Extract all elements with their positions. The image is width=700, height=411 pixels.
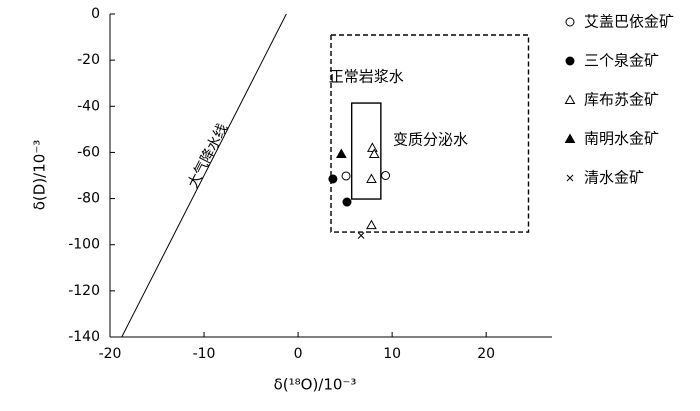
legend-label: 三个泉金矿 <box>584 52 659 70</box>
region-label: 正常岩浆水 <box>329 68 404 86</box>
data-point <box>366 173 377 183</box>
meteoric-line <box>121 13 287 338</box>
legend-label: 清水金矿 <box>584 169 644 187</box>
legend-label: 库布苏金矿 <box>584 91 659 109</box>
legend-marker <box>564 133 576 143</box>
data-point <box>367 142 378 152</box>
legend-marker <box>565 56 575 66</box>
x-tick-label: 20 <box>477 346 495 362</box>
x-tick-label: -20 <box>99 346 122 362</box>
region-label: 变质分泌水 <box>393 130 468 148</box>
y-tick-label: -120 <box>68 283 100 299</box>
region-box <box>350 102 382 200</box>
legend-label: 艾盖巴依金矿 <box>584 13 674 31</box>
legend-marker <box>564 94 576 104</box>
data-point <box>342 197 352 207</box>
y-tick-label: 0 <box>91 6 100 22</box>
y-tick-label: -60 <box>77 144 100 160</box>
x-tick-label: 10 <box>383 346 401 362</box>
data-point <box>328 174 338 184</box>
x-tick-label: -10 <box>193 346 216 362</box>
data-point <box>341 171 351 181</box>
y-tick-label: -40 <box>77 98 100 114</box>
legend-label: 南明水金矿 <box>584 130 659 148</box>
region-box <box>330 34 530 233</box>
y-tick-label: -100 <box>68 237 100 253</box>
y-tick-label: -20 <box>77 52 100 68</box>
data-point <box>381 171 391 180</box>
data-point <box>366 219 377 230</box>
y-tick-label: -140 <box>68 329 100 345</box>
x-axis-label: δ(¹⁸O)/10⁻³ <box>274 376 357 394</box>
legend-marker <box>565 17 575 27</box>
y-axis-label: δ(D)/10⁻³ <box>31 140 49 211</box>
line-label: 大气降水线 <box>185 121 231 191</box>
data-point <box>368 148 380 159</box>
y-tick-label: -80 <box>77 191 100 207</box>
x-tick-label: 0 <box>294 346 303 362</box>
data-point <box>335 148 347 159</box>
data-point <box>357 232 365 239</box>
legend-marker <box>566 174 574 182</box>
